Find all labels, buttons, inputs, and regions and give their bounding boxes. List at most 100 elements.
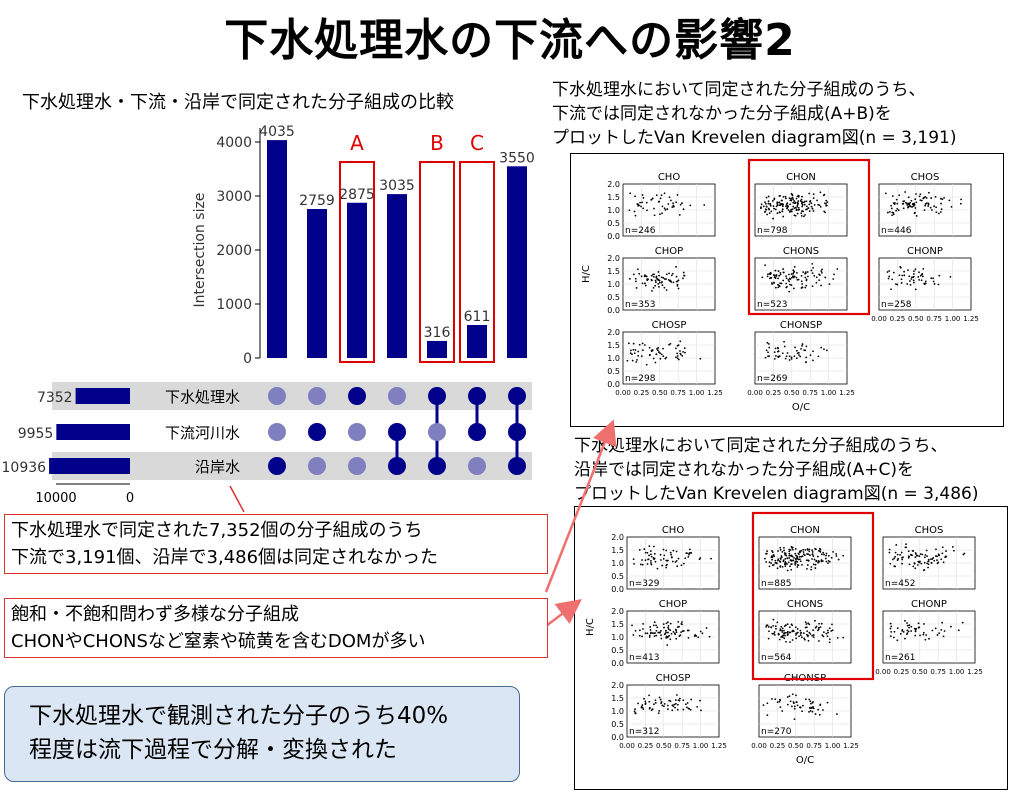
data-point <box>917 276 920 278</box>
data-point <box>649 629 652 631</box>
set-size-label: 7352 <box>37 390 73 406</box>
data-point <box>794 563 797 566</box>
data-point <box>926 555 928 557</box>
data-point <box>945 550 947 552</box>
data-point <box>772 618 775 621</box>
data-point <box>809 709 812 712</box>
data-point <box>795 271 798 274</box>
data-point <box>800 198 803 201</box>
data-point <box>781 210 784 213</box>
data-point <box>682 271 685 274</box>
data-point <box>646 551 649 554</box>
data-point <box>919 199 922 201</box>
data-point <box>796 202 799 205</box>
highlight-label: A <box>350 131 364 155</box>
data-point <box>795 349 798 352</box>
data-point <box>676 352 679 355</box>
data-point <box>667 203 670 205</box>
data-point <box>653 621 656 624</box>
data-point <box>768 212 771 215</box>
data-point <box>790 210 793 213</box>
x-tick-label: 0.00 <box>615 389 631 397</box>
x-tick-label: 0.75 <box>674 742 690 750</box>
data-point <box>817 708 820 711</box>
data-point <box>819 191 822 194</box>
data-point <box>783 345 786 348</box>
data-point <box>659 357 662 360</box>
highlight-box <box>751 511 875 681</box>
y-tick-label: 0.0 <box>607 380 620 389</box>
membership-dot-empty <box>348 423 366 441</box>
data-point <box>657 283 660 285</box>
data-point <box>785 277 788 280</box>
data-point <box>790 546 793 548</box>
data-point <box>816 199 818 202</box>
data-point <box>629 352 632 355</box>
data-point <box>696 705 699 708</box>
panel-count-label: n=452 <box>885 579 915 589</box>
y-tick-label: 0 <box>243 351 252 367</box>
data-point <box>787 633 789 635</box>
data-point <box>656 626 659 629</box>
data-point <box>654 279 657 282</box>
data-point <box>687 636 690 639</box>
data-point <box>793 270 796 273</box>
data-point <box>908 275 911 278</box>
data-point <box>906 624 909 627</box>
data-point <box>798 354 800 356</box>
data-point <box>822 709 824 711</box>
data-point <box>801 204 804 206</box>
set-size-bar <box>75 388 130 404</box>
data-point <box>825 199 828 202</box>
data-point <box>676 355 679 357</box>
data-point <box>923 556 926 559</box>
data-point <box>825 632 828 635</box>
data-point <box>924 203 927 205</box>
membership-dot-empty <box>348 457 366 475</box>
data-point <box>802 215 805 218</box>
data-point <box>641 635 643 638</box>
data-point <box>664 208 667 211</box>
data-point <box>786 285 788 288</box>
data-point <box>822 631 825 634</box>
data-point <box>891 558 894 561</box>
panel-count-label: n=446 <box>881 226 912 236</box>
data-point <box>812 359 814 362</box>
data-point <box>679 352 682 355</box>
data-point <box>909 283 912 286</box>
data-point <box>656 347 658 350</box>
data-point <box>811 710 814 713</box>
panel-count-label: n=269 <box>757 374 788 384</box>
data-point <box>906 203 909 206</box>
data-point <box>634 349 637 351</box>
data-point <box>806 205 808 208</box>
data-point <box>791 208 794 211</box>
y-tick-label: 2.0 <box>607 328 620 337</box>
set-name-label: 沿岸水 <box>195 458 240 476</box>
data-point <box>904 619 906 622</box>
data-point <box>821 560 824 562</box>
data-point <box>801 283 804 285</box>
data-point <box>635 361 638 363</box>
data-point <box>910 625 913 628</box>
bar-value-label: 4035 <box>259 124 295 140</box>
data-point <box>675 559 678 562</box>
data-point <box>767 200 770 203</box>
data-point <box>809 700 812 703</box>
data-point <box>808 550 811 553</box>
data-point <box>653 214 656 217</box>
data-point <box>895 198 898 201</box>
data-point <box>790 356 793 359</box>
bar-value-label: 316 <box>424 325 451 341</box>
data-point <box>795 209 798 212</box>
data-point <box>667 621 669 624</box>
data-point <box>788 626 791 629</box>
data-point <box>793 265 796 268</box>
data-point <box>922 197 925 200</box>
data-point <box>780 282 783 285</box>
data-point <box>792 198 795 201</box>
data-point <box>912 270 915 273</box>
data-point <box>815 276 818 279</box>
data-point <box>824 557 827 560</box>
data-point <box>907 550 910 553</box>
